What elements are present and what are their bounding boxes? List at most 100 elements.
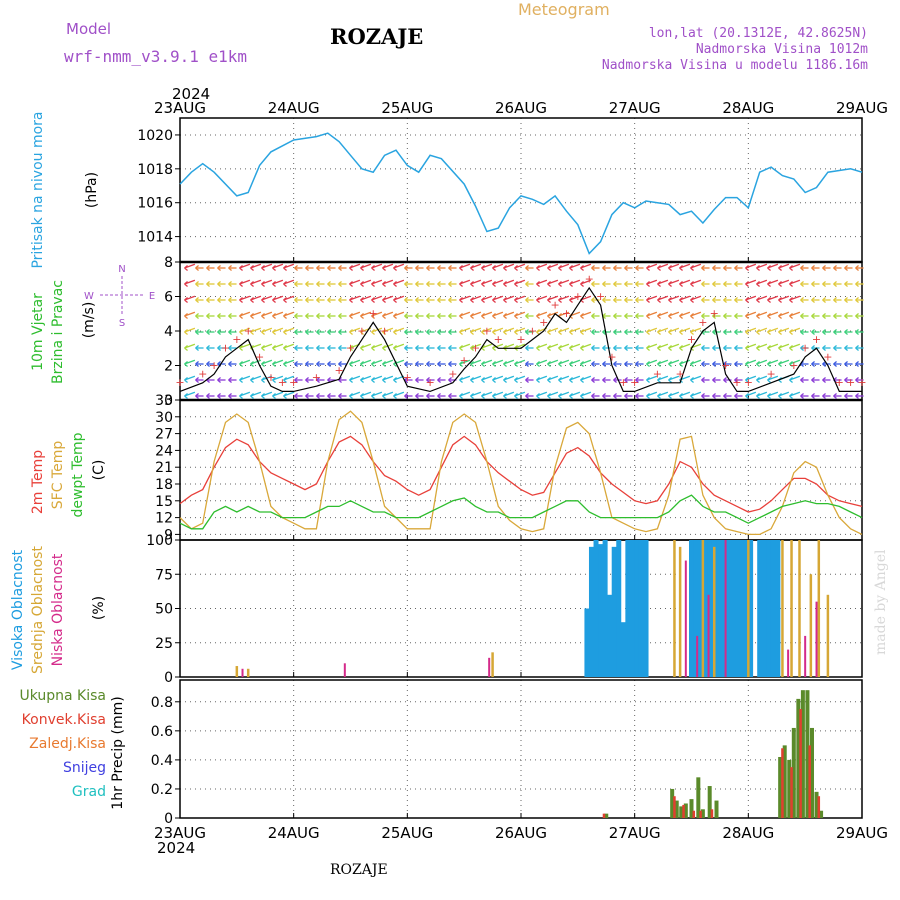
wind-arrow-head (184, 331, 188, 335)
mid-cloud-axis-title: Srednja Oblacnost (30, 546, 46, 674)
wind-arrow-head (558, 283, 562, 287)
wind-arrow-head (591, 331, 595, 335)
wind-arrow-head (723, 331, 727, 335)
wind-arrow-head (811, 379, 815, 383)
wind-arrow-head (723, 395, 727, 399)
x-day-label-bottom: 24AUG (268, 824, 320, 842)
precip-unit: 1hr Precip (mm) (110, 696, 126, 809)
wind-arrow-head (745, 363, 749, 367)
wind-arrow-head (558, 299, 562, 303)
wind-arrow-head (811, 395, 815, 399)
wind-arrow-head (591, 395, 595, 399)
wind-arrow-head (349, 363, 353, 367)
wind-gust-marker: + (607, 350, 616, 363)
wind-arrow-head (767, 395, 771, 399)
wind-arrow-head (316, 299, 320, 303)
wind-arrow-head (580, 347, 584, 351)
wind-arrow-head (272, 315, 276, 319)
credit-label: made by Angel (873, 549, 889, 656)
product-title: Meteogram (518, 0, 610, 19)
x-day-label-bottom: 28AUG (722, 824, 774, 842)
wind-arrow-head (184, 267, 188, 271)
cloud-bar (246, 668, 250, 677)
wind-arrow-head (239, 315, 243, 319)
x-day-label-top: 28AUG (722, 99, 774, 117)
wind-arrow-head (371, 331, 375, 335)
wind-gust-marker: + (846, 376, 855, 389)
wind-arrow-head (437, 267, 441, 271)
wind-arrow-head (613, 331, 617, 335)
wind-arrow-head (448, 267, 452, 271)
cloud-bar (734, 540, 740, 677)
wind-arrow-head (591, 315, 595, 319)
wind-gust-marker: + (335, 364, 344, 377)
wind-arrow-head (690, 379, 694, 383)
wind-arrow-head (679, 363, 683, 367)
wind-arrow-head (668, 267, 672, 271)
wind-gust-marker: + (448, 368, 457, 381)
cloud-bar (739, 540, 745, 677)
wind-arrow-head (778, 395, 782, 399)
wind-arrow-head (470, 267, 474, 271)
wind-arrow-head (426, 363, 430, 367)
wind-arrow-head (613, 395, 617, 399)
wind-arrow-head (349, 299, 353, 303)
wind-arrow-head (305, 347, 309, 351)
wind-arrow-head (481, 315, 485, 319)
wind-arrow-head (195, 347, 199, 351)
wind-arrow-head (767, 379, 771, 383)
wind-arrow-head (536, 283, 540, 287)
low-cloud-axis-title: Niska Oblacnost (50, 553, 66, 666)
wind-arrow-head (305, 283, 309, 287)
wind-arrow-head (558, 331, 562, 335)
wind-arrow-head (635, 331, 639, 335)
wind-arrow-head (800, 395, 804, 399)
wind-arrow-head (415, 395, 419, 399)
wind-gust-marker: + (209, 359, 218, 372)
wind-arrow-head (800, 379, 804, 383)
wind-arrow-head (756, 299, 760, 303)
wind-arrow-head (514, 299, 518, 303)
wind-gust-marker: + (312, 371, 321, 384)
wind-arrow-head (305, 331, 309, 335)
wind-arrow-head (569, 379, 573, 383)
wind-arrow-head (723, 283, 727, 287)
wind-arrow-head (448, 331, 452, 335)
wind-arrow-head (558, 379, 562, 383)
wind-arrow-head (613, 267, 617, 271)
temp2m-axis-title: 2m Temp (30, 450, 46, 514)
wind-arrow-head (426, 347, 430, 351)
cloud-bar (787, 649, 790, 677)
wind-axis-title-2: Brzina i Pravac (50, 280, 66, 384)
wind-arrow-head (657, 267, 661, 271)
wind-gust-marker: + (619, 376, 628, 389)
wind-arrow-head (316, 395, 320, 399)
precip-bar (796, 698, 801, 818)
wind-arrow-head (393, 347, 397, 351)
wind-arrow-head (184, 283, 188, 287)
wind-arrow-head (382, 315, 386, 319)
wind-arrow-head (283, 299, 287, 303)
wind-arrow-head (338, 299, 342, 303)
wind-arrow-head (261, 315, 265, 319)
x-day-label-top: 23AUG (154, 99, 206, 117)
wind-arrow-head (316, 379, 320, 383)
wind-arrow-head (635, 299, 639, 303)
wind-arrow-head (492, 331, 496, 335)
wind-arrow-head (316, 331, 320, 335)
wind-arrow-head (448, 363, 452, 367)
wind-arrow-head (745, 395, 749, 399)
wind-arrow-head (437, 363, 441, 367)
wind-gust-marker: + (596, 290, 605, 303)
wind-arrow-head (679, 395, 683, 399)
cloud-bar (625, 540, 631, 677)
wind-arrow-head (789, 299, 793, 303)
wind-gust-marker: + (221, 342, 230, 355)
y-tick-label: 25 (155, 636, 173, 652)
wind-arrow-head (492, 347, 496, 351)
wind-arrow-head (184, 379, 188, 383)
wind-arrow-head (536, 267, 540, 271)
wind-arrow-head (459, 267, 463, 271)
wind-arrow-head (250, 299, 254, 303)
wind-arrow-head (283, 395, 287, 399)
